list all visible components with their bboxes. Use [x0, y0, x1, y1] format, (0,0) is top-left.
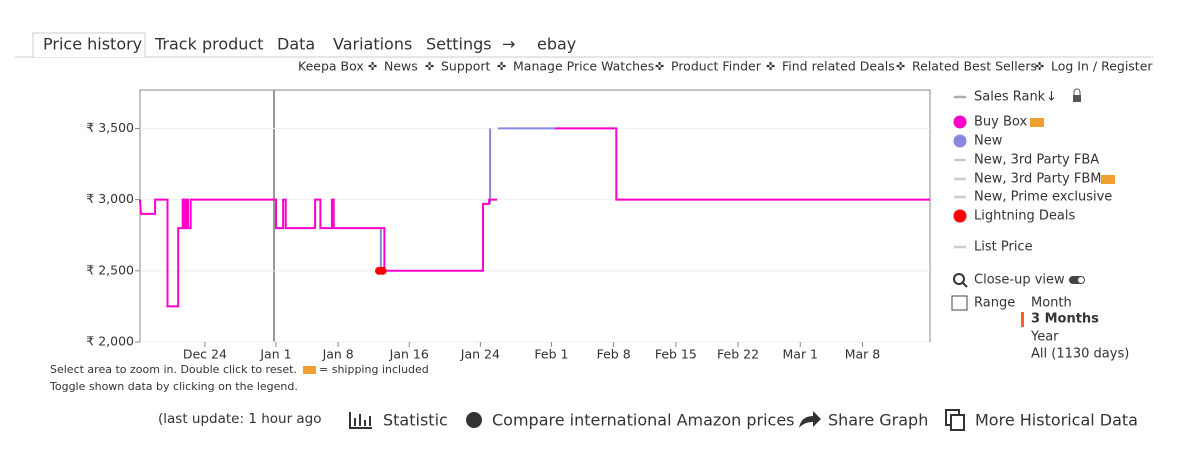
legend-label[interactable]: New, 3rd Party FBM [974, 172, 1102, 187]
tab[interactable]: Settings [426, 35, 492, 54]
x-tick-label: Dec 24 [183, 347, 227, 362]
x-tick-label: Feb 22 [717, 347, 759, 362]
separator: ✜ [766, 60, 775, 73]
legend-label[interactable]: New, 3rd Party FBA [974, 153, 1099, 168]
globe-icon [466, 412, 482, 428]
legend-label[interactable]: List Price [974, 240, 1033, 255]
nav-link[interactable]: Manage Price Watches [513, 59, 654, 74]
lock-icon [1073, 95, 1081, 102]
y-tick-label: ₹ 3,000 [86, 191, 134, 206]
footer-action[interactable]: Compare international Amazon prices [492, 411, 795, 430]
separator: ✜ [368, 60, 377, 73]
tab[interactable]: Variations [333, 35, 412, 54]
legend-label[interactable]: Sales Rank [974, 90, 1046, 105]
legend-dot[interactable] [953, 209, 967, 223]
closeup-label[interactable]: Close-up view [974, 273, 1065, 288]
x-tick-label: Jan 24 [460, 347, 500, 362]
nav-link: Keepa Box [298, 59, 364, 74]
nav-link[interactable]: Log In / Register [1051, 59, 1153, 74]
footer-action[interactable]: Share Graph [828, 411, 928, 430]
truck-icon [1101, 175, 1115, 184]
range-option[interactable]: 3 Months [1031, 312, 1099, 327]
separator: ✜ [425, 60, 434, 73]
search-icon [953, 273, 965, 285]
share-icon [799, 411, 821, 428]
note: = shipping included [319, 363, 429, 376]
separator: ✜ [497, 60, 506, 73]
legend-label[interactable]: Buy Box [974, 115, 1027, 130]
statistic-icon [349, 412, 372, 429]
separator: ✜ [655, 60, 664, 73]
x-tick-label: Feb 1 [534, 347, 568, 362]
price-line [139, 127, 930, 308]
nav-link[interactable]: Product Finder [671, 59, 762, 74]
legend-label[interactable]: New, Prime exclusive [974, 190, 1112, 205]
last-update: (last update: 1 hour ago [158, 411, 322, 427]
separator: ✜ [1035, 60, 1044, 73]
legend-dot[interactable] [953, 134, 967, 148]
x-tick-label: Jan 16 [389, 347, 429, 362]
nav-link[interactable]: News [384, 59, 418, 74]
y-tick-label: ₹ 2,000 [86, 334, 134, 349]
tab[interactable]: Data [277, 35, 315, 54]
x-tick-label: Feb 8 [597, 347, 631, 362]
price-line [379, 127, 555, 271]
x-tick-label: Jan 1 [259, 347, 291, 362]
tab[interactable]: Price history [43, 35, 142, 54]
separator: ✜ [896, 60, 905, 73]
y-tick-label: ₹ 2,500 [86, 262, 134, 277]
range-label: Range [974, 296, 1015, 311]
lock-icon-shackle [1073, 88, 1081, 95]
range-selected-bar [1021, 312, 1024, 327]
x-tick-label: Feb 15 [655, 347, 697, 362]
sort-icon: ↓ [1046, 90, 1057, 105]
nav-link[interactable]: Related Best Sellers [912, 59, 1037, 74]
legend-dot[interactable] [953, 115, 967, 129]
active-tab [32, 32, 146, 57]
x-tick-label: Jan 8 [322, 347, 354, 362]
truck-icon [303, 366, 316, 374]
range-option[interactable]: Month [1031, 296, 1072, 311]
footer-action[interactable]: More Historical Data [975, 411, 1138, 430]
toggle-knob [1078, 277, 1084, 283]
tab-arrow: → [502, 35, 515, 54]
tab[interactable]: Track product [154, 35, 264, 54]
lightning-deal [378, 266, 387, 275]
note: Select area to zoom in. Double click to … [50, 363, 297, 376]
legend-label[interactable]: New [974, 134, 1003, 149]
footer-action[interactable]: Statistic [383, 411, 448, 430]
x-tick-label: Mar 1 [783, 347, 819, 362]
note: Toggle shown data by clicking on the leg… [49, 380, 298, 393]
calendar-icon [951, 295, 968, 311]
y-tick-label: ₹ 3,500 [86, 120, 134, 135]
range-option[interactable]: All (1130 days) [1031, 347, 1129, 362]
nav-link[interactable]: Find related Deals [782, 59, 895, 74]
tab[interactable]: ebay [537, 35, 576, 54]
copy-icon-front [950, 414, 965, 431]
truck-icon [1030, 118, 1044, 127]
legend-label[interactable]: Lightning Deals [974, 209, 1076, 224]
x-tick-label: Mar 8 [845, 347, 881, 362]
nav-link[interactable]: Support [441, 59, 491, 74]
range-option[interactable]: Year [1030, 330, 1059, 345]
search-icon-handle [962, 282, 968, 288]
